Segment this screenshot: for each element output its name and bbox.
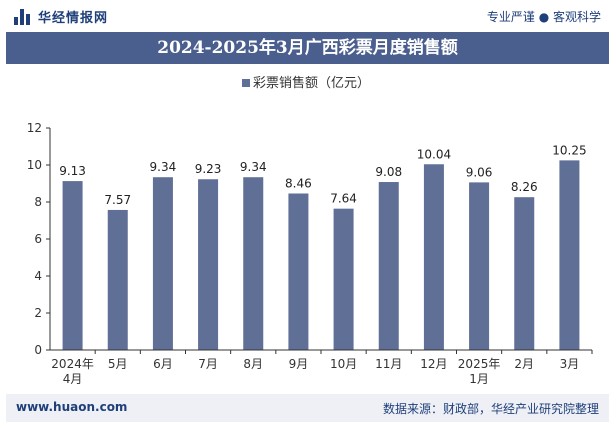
x-axis: 2024年 4月 5月 6月 7月 8月 9月 10月 11月 12月 2025年 1月 2月 3月 bbox=[50, 349, 593, 386]
title-bar: 2024-2025年3月广西彩票月度销售额 bbox=[6, 32, 609, 64]
bar-chart: 彩票销售额（亿元） 0 2 4 6 8 10 12 9.13 7.57 9.34 9.23 9.34… bbox=[27, 75, 593, 386]
x-tick-label: 7月 bbox=[198, 357, 218, 371]
bar-value-label: 9.06 bbox=[466, 165, 493, 179]
bar bbox=[378, 182, 399, 350]
bars bbox=[62, 160, 580, 350]
bar bbox=[107, 209, 128, 350]
bar-value-label: 7.57 bbox=[104, 193, 131, 207]
x-tick-label: 8月 bbox=[243, 357, 263, 371]
bar bbox=[333, 208, 354, 350]
bar bbox=[152, 177, 173, 350]
bar bbox=[62, 181, 83, 350]
legend-label: 彩票销售额（亿元） bbox=[253, 75, 370, 91]
bar bbox=[288, 193, 309, 350]
y-tick-label: 6 bbox=[34, 232, 42, 246]
footer: www.huaon.com 数据来源：财政部，华经产业研究院整理 bbox=[6, 394, 609, 422]
bar-value-label: 9.23 bbox=[195, 162, 222, 176]
bar-value-label: 10.04 bbox=[417, 147, 451, 161]
y-tick-label: 0 bbox=[34, 343, 42, 357]
bar bbox=[514, 197, 535, 350]
bar bbox=[198, 179, 219, 350]
bar-value-label: 8.26 bbox=[511, 180, 538, 194]
bar-value-label: 9.08 bbox=[375, 165, 402, 179]
bar bbox=[243, 177, 264, 350]
x-tick-label: 11月 bbox=[375, 357, 402, 371]
bar-chart-icon bbox=[14, 8, 32, 25]
bar-value-label: 9.34 bbox=[150, 160, 177, 174]
legend-swatch bbox=[242, 79, 250, 87]
x-tick-label: 10月 bbox=[330, 357, 357, 371]
legend: 彩票销售额（亿元） bbox=[242, 75, 370, 91]
value-labels: 9.13 7.57 9.34 9.23 9.34 8.46 7.64 9.08 10.04 9.0… bbox=[59, 143, 586, 207]
chart-title: 2024-2025年3月广西彩票月度销售额 bbox=[157, 38, 458, 58]
bar bbox=[559, 160, 580, 350]
y-axis: 0 2 4 6 8 10 12 bbox=[27, 121, 51, 357]
y-tick-label: 2 bbox=[34, 306, 42, 320]
x-tick-label: 5月 bbox=[108, 357, 128, 371]
y-tick-label: 10 bbox=[27, 158, 42, 172]
bar-value-label: 10.25 bbox=[552, 143, 586, 157]
x-tick-label: 2025年 1月 bbox=[458, 357, 501, 386]
site-url: www.huaon.com bbox=[16, 400, 128, 414]
x-tick-label: 2024年 4月 bbox=[51, 357, 94, 386]
bar bbox=[423, 164, 444, 350]
bar-value-label: 9.34 bbox=[240, 160, 267, 174]
tagline: 专业严谨 ● 客观科学 bbox=[486, 10, 601, 24]
x-tick-label: 6月 bbox=[153, 357, 173, 371]
bar-value-label: 7.64 bbox=[330, 192, 357, 206]
x-tick-label: 3月 bbox=[560, 357, 580, 371]
bar-value-label: 9.13 bbox=[59, 164, 86, 178]
data-source: 数据来源：财政部，华经产业研究院整理 bbox=[382, 402, 599, 416]
brand-name: 华经情报网 bbox=[38, 11, 109, 26]
y-tick-label: 8 bbox=[34, 195, 42, 209]
top-bar: 华经情报网 专业严谨 ● 客观科学 bbox=[0, 0, 615, 32]
y-tick-label: 4 bbox=[34, 269, 42, 283]
brand: 华经情报网 bbox=[14, 7, 108, 26]
x-tick-label: 2月 bbox=[514, 357, 534, 371]
bar-value-label: 8.46 bbox=[285, 176, 312, 190]
y-tick-label: 12 bbox=[27, 121, 42, 135]
bar bbox=[469, 182, 490, 350]
x-tick-label: 9月 bbox=[289, 357, 309, 371]
x-tick-label: 12月 bbox=[420, 357, 447, 371]
